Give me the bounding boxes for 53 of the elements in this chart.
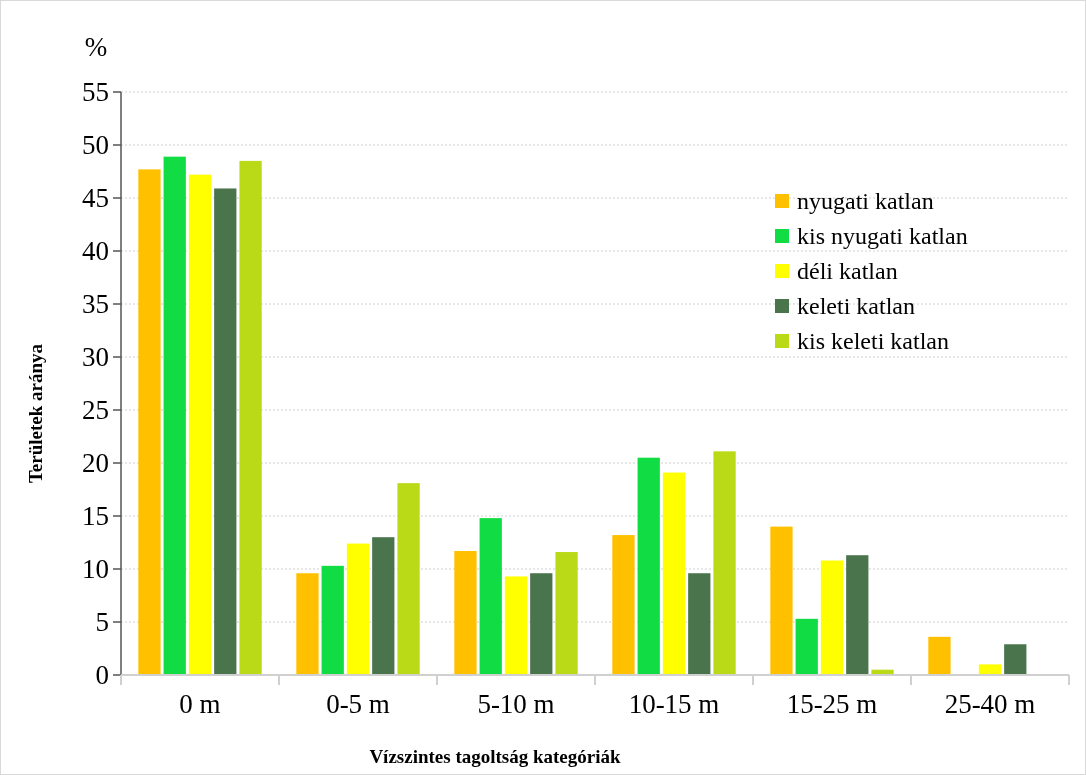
y-tick-label: 5 xyxy=(95,607,109,638)
y-axis-title: Területek aránya xyxy=(25,343,46,484)
y-tick-label: 15 xyxy=(82,501,109,532)
legend-label: keleti katlan xyxy=(797,293,915,320)
bar xyxy=(688,573,711,675)
bar xyxy=(214,188,237,675)
bar xyxy=(612,535,635,675)
y-tick-label: 20 xyxy=(82,448,109,479)
bar xyxy=(770,526,793,675)
y-tick-label: 10 xyxy=(82,554,109,585)
y-tick-label: 50 xyxy=(82,130,109,161)
x-tick-label: 0 m xyxy=(179,689,221,719)
bar xyxy=(454,550,477,675)
bar xyxy=(504,576,528,675)
bar xyxy=(1004,644,1027,675)
bar xyxy=(555,552,578,675)
legend-label: déli katlan xyxy=(797,258,898,285)
bar xyxy=(820,560,844,675)
bar xyxy=(321,565,344,675)
legend-label: kis keleti katlan xyxy=(797,328,949,355)
bar xyxy=(397,483,420,675)
bar xyxy=(795,618,818,675)
bar xyxy=(188,174,212,675)
bar xyxy=(637,457,660,675)
bar xyxy=(372,537,395,675)
x-tick-label: 25-40 m xyxy=(944,689,1036,719)
x-tick-label: 15-25 m xyxy=(786,689,878,719)
y-tick-label: 25 xyxy=(82,395,109,426)
x-tick-label: 5-10 m xyxy=(477,689,555,719)
y-tick-label: 55 xyxy=(82,77,109,108)
bar xyxy=(978,664,1002,675)
bar xyxy=(928,636,951,675)
bar xyxy=(713,451,736,675)
y-tick-label: 0 xyxy=(95,660,109,691)
legend-label: nyugati katlan xyxy=(797,188,934,215)
text: % xyxy=(84,32,108,62)
bar xyxy=(239,160,262,675)
bar xyxy=(479,518,502,675)
y-tick-label: 35 xyxy=(82,289,109,320)
y-tick-label: 30 xyxy=(82,342,109,373)
bar xyxy=(346,543,370,675)
legend-label: kis nyugati katlan xyxy=(797,223,968,250)
bar xyxy=(662,472,686,675)
y-tick-label: 45 xyxy=(82,183,109,214)
x-axis-title: Vízszintes tagoltság kategóriák xyxy=(369,746,622,767)
bar xyxy=(296,573,319,675)
bar xyxy=(163,156,186,675)
y-tick-label: 40 xyxy=(82,236,109,267)
bar xyxy=(138,169,161,675)
x-tick-label: 0-5 m xyxy=(326,689,390,719)
bar xyxy=(530,573,553,675)
bar xyxy=(846,555,869,675)
x-tick-label: 10-15 m xyxy=(628,689,720,719)
